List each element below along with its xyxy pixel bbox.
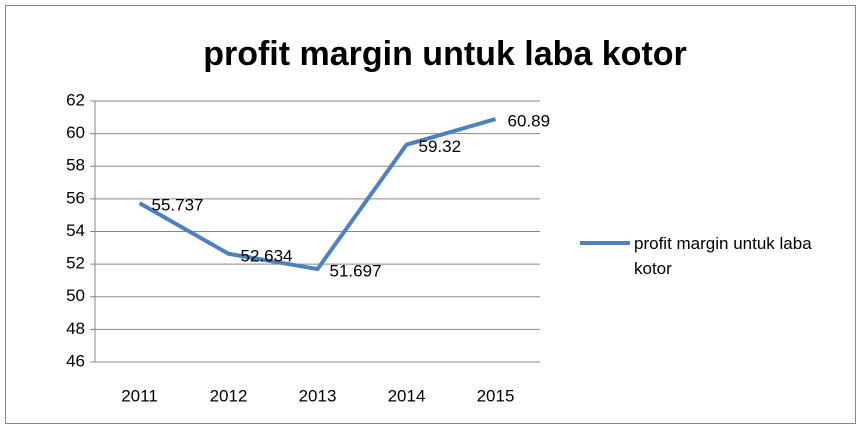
data-label: 52.634 [241,246,293,265]
y-tick-label: 62 [66,90,85,109]
y-tick-label: 48 [66,319,85,338]
chart-frame [5,5,856,424]
data-label: 55.737 [152,196,204,215]
data-label: 60.89 [508,112,551,131]
y-tick-label: 50 [66,286,85,305]
data-line [138,117,497,272]
y-tick-label: 54 [66,221,85,240]
y-tick-label: 58 [66,156,85,175]
legend-label: profit margin untuk laba kotor [634,234,812,278]
data-label: 59.32 [419,137,462,156]
data-label: 51.697 [330,262,382,281]
chart-title: profit margin untuk laba kotor [203,35,687,73]
y-tick-label: 56 [66,188,85,207]
x-tick-label: 2011 [121,386,158,405]
y-tick-label: 46 [66,351,85,370]
x-tick-label: 2015 [477,386,515,405]
y-tick-label: 60 [66,123,85,142]
y-tick-label: 52 [66,254,85,273]
x-tick-label: 2014 [388,386,426,405]
x-tick-label: 2012 [210,386,248,405]
x-tick-label: 2013 [299,386,337,405]
